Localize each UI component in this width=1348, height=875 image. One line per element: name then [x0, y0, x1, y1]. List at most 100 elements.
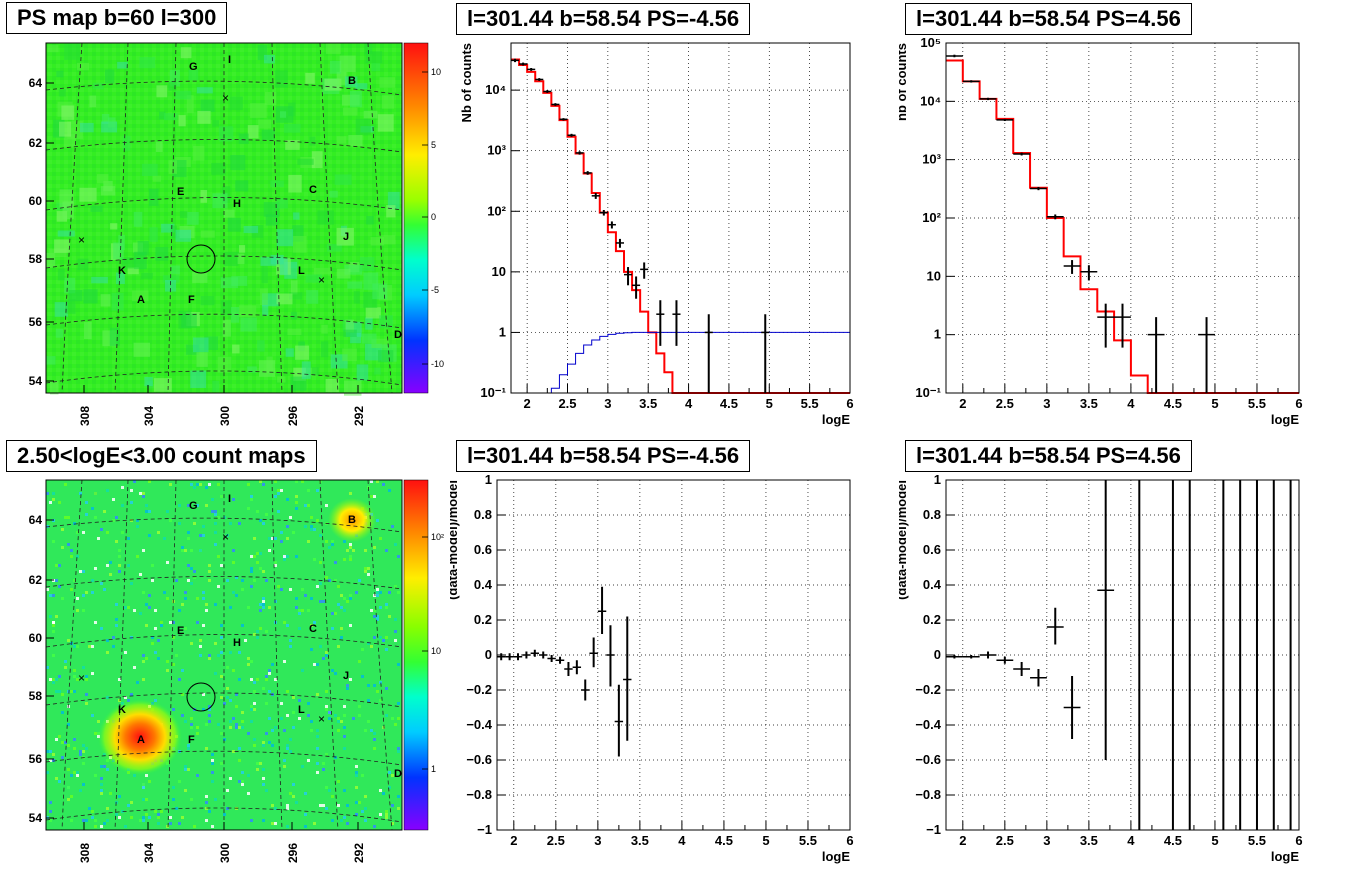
map-texture-cell [250, 567, 253, 570]
map-texture-cell [184, 765, 187, 768]
map-texture-cell [97, 720, 100, 723]
y-axis-label: Nb of counts [459, 43, 474, 122]
x-tick-label: 2.5 [996, 396, 1014, 411]
map-texture-cell [139, 573, 142, 576]
map-texture-cell [301, 361, 311, 379]
y-tick-label: 64 [29, 513, 43, 527]
map-texture-cell [232, 344, 240, 354]
map-texture-cell [224, 209, 235, 218]
map-texture-cell [385, 636, 388, 639]
x-tick-label: 6 [846, 396, 853, 411]
map-texture-cell [385, 810, 388, 813]
map-texture-cell [136, 555, 139, 558]
map-texture-cell [91, 714, 94, 717]
map-texture-cell [376, 618, 379, 621]
map-texture-cell [274, 495, 277, 498]
map-texture-cell [262, 744, 265, 747]
map-texture-cell [205, 723, 208, 726]
map-texture-cell [263, 202, 280, 217]
x-tick-label: 308 [78, 843, 92, 863]
map-texture-cell [133, 666, 136, 669]
map-texture-cell [100, 294, 111, 307]
data-point [539, 651, 548, 659]
y-tick-label: 54 [29, 811, 43, 825]
data-point [979, 651, 997, 659]
map-texture-cell [331, 669, 334, 672]
map-texture-cell [118, 555, 121, 558]
map-texture-cell [46, 666, 49, 669]
map-texture-cell [181, 546, 184, 549]
map-texture-cell [80, 122, 94, 133]
map-texture-cell [115, 603, 118, 606]
map-texture-cell [163, 537, 166, 540]
map-texture-cell [238, 747, 241, 750]
map-texture-cell [256, 678, 259, 681]
map-texture-cell [268, 606, 271, 609]
map-texture-cell [349, 558, 352, 561]
map-texture-cell [276, 229, 294, 247]
map-texture-cell [388, 615, 391, 618]
map-texture-cell [304, 504, 307, 507]
map-texture-cell [52, 630, 55, 633]
map-texture-cell [130, 816, 133, 819]
map-texture-cell [148, 594, 151, 597]
x-tick-label: 296 [286, 843, 300, 863]
map-texture-cell [190, 483, 193, 486]
map-texture-cell [271, 663, 274, 666]
map-texture-cell [328, 789, 331, 792]
map-texture-cell [211, 762, 214, 765]
map-texture-cell [55, 678, 58, 681]
map-texture-cell [145, 510, 148, 513]
y-axis-label: (data-model)/model [450, 480, 460, 600]
x-tick-label: 5 [1211, 833, 1218, 848]
map-texture-cell [321, 341, 329, 358]
map-texture-cell [148, 480, 151, 483]
map-texture-cell [70, 774, 73, 777]
map-texture-cell [109, 561, 112, 564]
map-texture-cell [109, 573, 112, 576]
data-point [996, 656, 1014, 664]
map-texture-cell [307, 714, 310, 717]
map-texture-cell [196, 726, 199, 729]
map-texture-cell [310, 528, 313, 531]
map-texture-cell [178, 678, 181, 681]
map-texture-cell [157, 816, 160, 819]
map-texture-cell [199, 645, 202, 648]
y-tick-label: 58 [29, 689, 43, 703]
map-texture-cell [223, 813, 226, 816]
map-texture-cell [65, 299, 76, 314]
source-labels: G I B E H C J K L A F D [118, 493, 402, 780]
colorbar-tick-label: 5 [431, 140, 436, 150]
data-point [672, 300, 681, 346]
map-texture-cell [247, 657, 250, 660]
map-texture-cell [70, 819, 73, 822]
map-texture-cell [109, 327, 120, 346]
map-texture-cell [361, 810, 364, 813]
y-tick-label: 10 [927, 268, 941, 283]
colorbar-tick-label: 10 [431, 646, 441, 656]
map-texture-cell [88, 645, 91, 648]
map-texture-cell [52, 678, 55, 681]
ps-map: × × × 10 5 0 -5 -10 308 304 300 296 292 64 62 60 58 56 5… [29, 42, 444, 426]
map-texture-cell [94, 825, 97, 828]
map-texture-cell [139, 492, 142, 495]
map-texture-cell [100, 825, 103, 828]
map-texture-cell [153, 378, 172, 392]
map-texture-cell [343, 540, 346, 543]
x-tick-label: 5.5 [799, 833, 817, 848]
map-texture-cell [310, 516, 313, 519]
map-texture-cell [343, 609, 346, 612]
map-texture-cell [50, 380, 59, 395]
y-tick-label: −0.4 [915, 717, 941, 732]
map-texture-cell [394, 723, 397, 726]
map-texture-cell [178, 609, 181, 612]
map-texture-cell [64, 516, 67, 519]
map-texture-cell [289, 588, 292, 591]
map-texture-cell [231, 276, 248, 286]
map-texture-cell [277, 489, 280, 492]
data-point [522, 651, 531, 659]
map-texture-cell [355, 83, 368, 90]
map-texture-cell [55, 328, 64, 338]
x-tick-label: 3.5 [639, 396, 657, 411]
map-texture-cell [397, 750, 400, 753]
